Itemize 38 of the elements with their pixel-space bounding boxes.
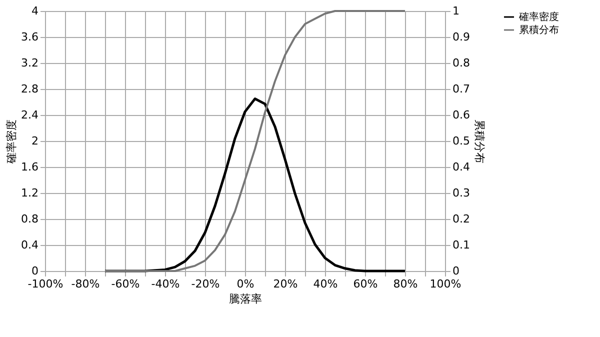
x-tick-label: 20% (273, 278, 298, 290)
y-tick-label: 3.2 (21, 56, 38, 70)
x-tick-label: -20% (191, 278, 220, 290)
y2-tick-label: 0.9 (452, 30, 470, 44)
x-tick-label: -100% (28, 278, 64, 290)
x-tick-label: 100% (430, 278, 462, 290)
x-tick-label: -80% (71, 278, 100, 290)
x-tick-label: 80% (393, 278, 418, 290)
legend-label: 累積分布 (519, 24, 559, 36)
y2-tick-label: 1 (452, 4, 460, 18)
y2-tick-label: 0.3 (452, 186, 470, 200)
x-axis-title: 騰落率 (229, 292, 262, 306)
y2-axis-title: 累積分布 (472, 120, 486, 164)
x-tick-label: 60% (353, 278, 378, 290)
x-tick-label: 40% (313, 278, 338, 290)
y-tick-label: 0 (32, 264, 38, 278)
legend-label: 確率密度 (518, 11, 559, 23)
x-tick-label: -40% (151, 278, 180, 290)
y-tick-label: 4 (32, 4, 38, 18)
y-tick-label: 0.8 (21, 212, 38, 226)
y-tick-label: 0.4 (21, 238, 38, 252)
y-tick-label: 2.4 (21, 108, 38, 122)
y2-tick-label: 0.4 (452, 160, 470, 174)
x-tick-label: -60% (111, 278, 140, 290)
y2-tick-label: 0.1 (452, 238, 470, 252)
y2-tick-label: 0.5 (452, 134, 470, 148)
y-tick-label: 2 (32, 134, 38, 148)
y-tick-label: 3.6 (21, 30, 38, 44)
y2-tick-label: 0.8 (452, 56, 470, 70)
y2-tick-label: 0.2 (452, 212, 470, 226)
y-tick-label: 1.2 (21, 186, 38, 200)
y-tick-label: 2.8 (21, 82, 38, 96)
y2-tick-label: 0.6 (452, 108, 470, 122)
y-axis-title: 確率密度 (5, 120, 18, 164)
y-tick-label: 1.6 (21, 160, 38, 174)
y2-tick-label: 0.7 (452, 82, 470, 96)
y2-tick-label: 0 (452, 264, 460, 278)
x-tick-label: 0% (236, 278, 254, 290)
